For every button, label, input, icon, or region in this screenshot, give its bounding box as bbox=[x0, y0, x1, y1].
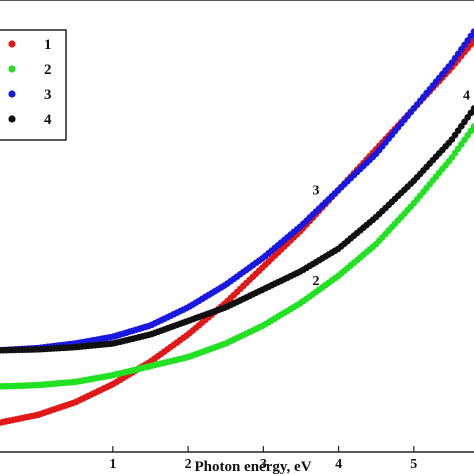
legend-marker-1 bbox=[8, 40, 16, 48]
legend-marker-4 bbox=[8, 115, 16, 123]
series-1 bbox=[0, 37, 474, 426]
x-tick-label: 3 bbox=[260, 457, 267, 472]
plot-frame bbox=[0, 0, 474, 453]
series-3-point bbox=[470, 28, 474, 35]
legend-label-1: 1 bbox=[44, 37, 52, 53]
series-2-point bbox=[470, 123, 474, 130]
series-layer bbox=[0, 28, 474, 426]
legend-marker-2 bbox=[8, 65, 16, 73]
curve-label-2: 2 bbox=[313, 274, 320, 289]
x-axis-label: Photon energy, eV bbox=[194, 459, 311, 474]
legend-marker-3 bbox=[8, 90, 16, 98]
series-4 bbox=[0, 105, 474, 354]
x-axis-ticks: 1 2 3 4 5 bbox=[109, 446, 417, 472]
legend-items: 1 2 3 4 bbox=[8, 37, 52, 128]
curve-annotations: 3 2 4 bbox=[313, 88, 471, 288]
series-3 bbox=[0, 28, 474, 354]
series-2 bbox=[0, 123, 474, 390]
legend-label-2: 2 bbox=[44, 62, 52, 78]
x-tick-label: 2 bbox=[185, 457, 192, 472]
x-tick-label: 5 bbox=[410, 457, 417, 472]
legend-label-4: 4 bbox=[44, 112, 52, 128]
series-4-point bbox=[470, 105, 474, 112]
x-tick-label: 1 bbox=[109, 457, 116, 472]
plot-area bbox=[0, 0, 474, 453]
x-tick-label: 4 bbox=[335, 457, 342, 472]
legend-label-3: 3 bbox=[44, 87, 52, 103]
curve-label-4: 4 bbox=[463, 88, 470, 103]
curve-label-3: 3 bbox=[313, 183, 320, 198]
legend: 1 2 3 4 bbox=[0, 29, 67, 141]
